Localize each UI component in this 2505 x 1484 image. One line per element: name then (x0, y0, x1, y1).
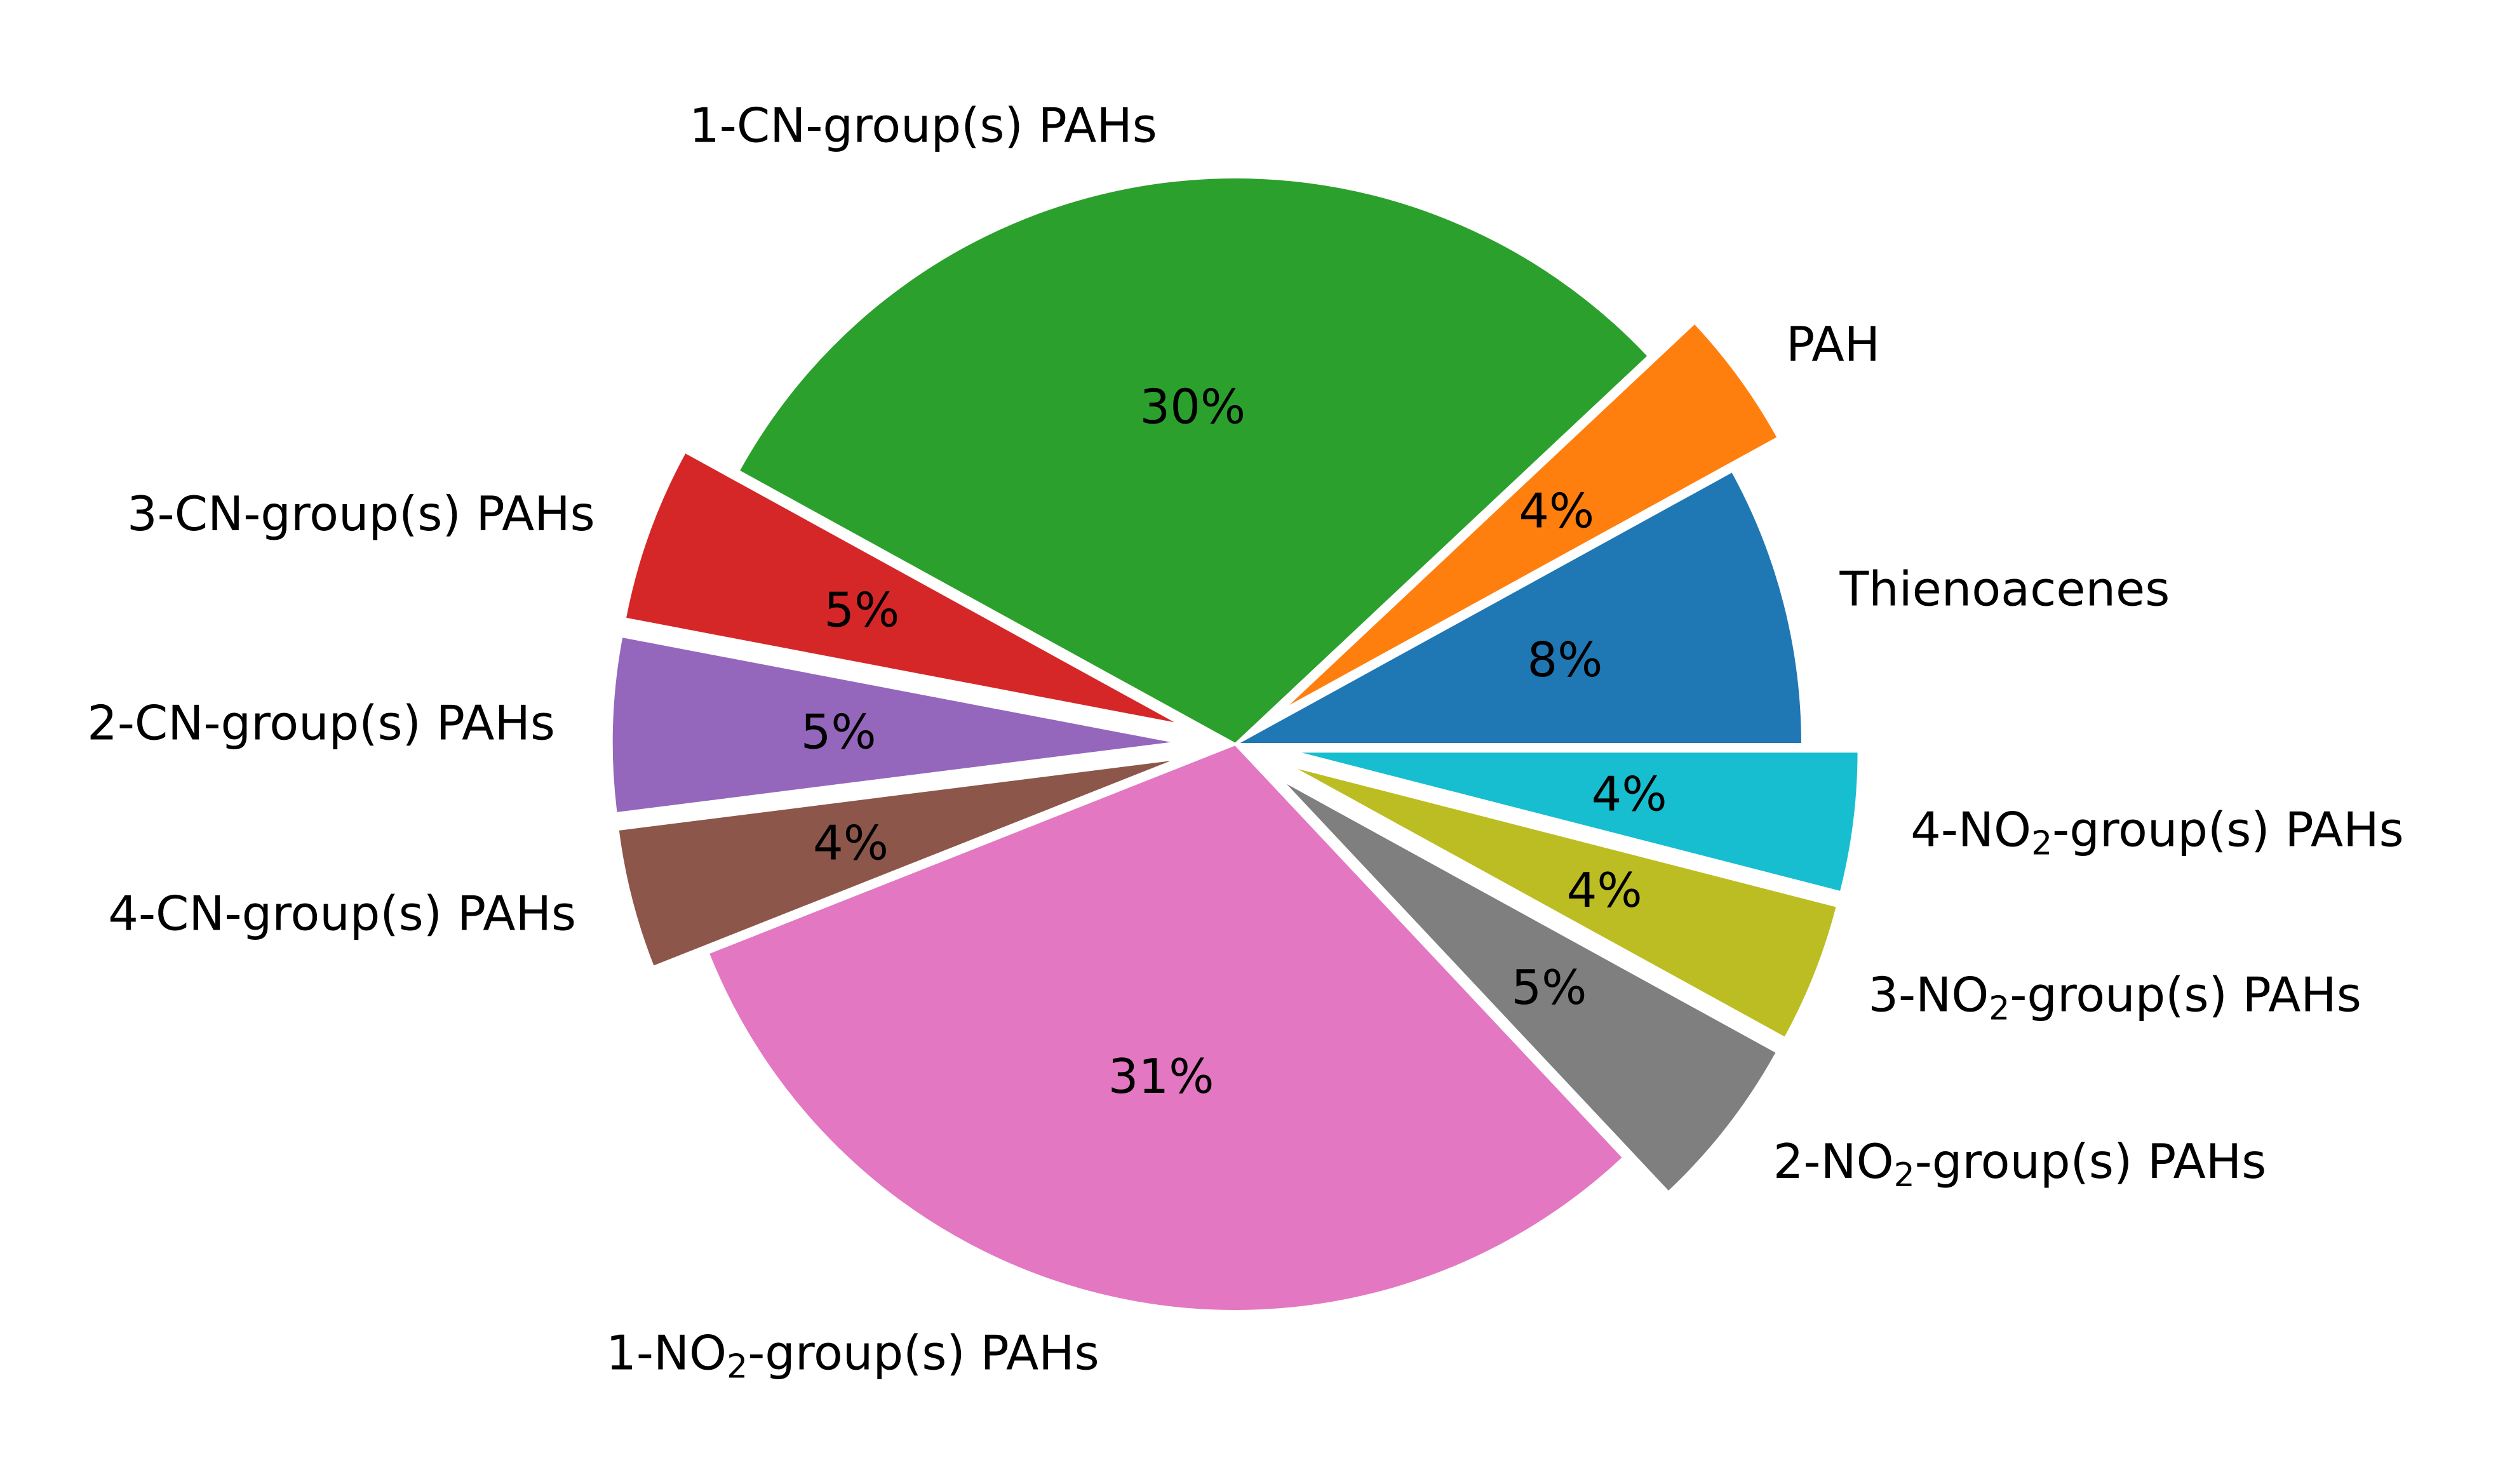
pie-slice-1-cn-group-s-pahs (737, 176, 1650, 745)
pie-slice-thienoacenes (1234, 469, 1804, 745)
category-label-2-cn-group-s-pahs: 2-CN-group(s) PAHs (87, 695, 555, 751)
pct-label-4-no2-group-s-pahs: 4% (1592, 766, 1667, 822)
category-label-thienoacenes: Thienoacenes (1839, 561, 2170, 617)
pct-label-2-cn-group-s-pahs: 5% (801, 704, 876, 759)
pie-slice-4-no2-group-s-pahs (1290, 750, 1860, 894)
category-label-pah: PAH (1786, 316, 1880, 372)
category-label-1-no2-group-s-pahs: 1-NO2-group(s) PAHs (606, 1325, 1099, 1386)
category-label-3-cn-group-s-pahs: 3-CN-group(s) PAHs (127, 486, 595, 542)
percentage-labels: 8% 4% 30% 5% 5% 4% 31% 5% 4% 4% (801, 378, 1667, 1104)
pct-label-thienoacenes: 8% (1527, 632, 1602, 688)
category-label-2-no2-group-s-pahs: 2-NO2-group(s) PAHs (1773, 1133, 2267, 1194)
pct-label-1-no2-group-s-pahs: 31% (1108, 1048, 1214, 1104)
pie-slice-3-no2-group-s-pahs (1287, 763, 1839, 1040)
pct-label-4-cn-group-s-pahs: 4% (813, 815, 889, 871)
pie-slice-1-no2-group-s-pahs (706, 743, 1625, 1313)
pct-label-pah: 4% (1519, 483, 1594, 539)
pct-label-2-no2-group-s-pahs: 5% (1511, 959, 1587, 1015)
pct-label-3-no2-group-s-pahs: 4% (1567, 862, 1642, 918)
pct-label-1-cn-group-s-pahs: 30% (1139, 378, 1246, 434)
category-label-1-cn-group-s-pahs: 1-CN-group(s) PAHs (689, 97, 1157, 153)
category-label-4-cn-group-s-pahs: 4-CN-group(s) PAHs (108, 886, 576, 942)
pie-slice-3-cn-group-s-pahs (623, 450, 1183, 726)
pie-slice-2-no2-group-s-pahs (1279, 777, 1779, 1194)
category-label-4-no2-group-s-pahs: 4-NO2-group(s) PAHs (1911, 801, 2404, 862)
category-label-3-no2-group-s-pahs: 3-NO2-group(s) PAHs (1868, 966, 2361, 1027)
category-labels: Thienoacenes PAH 1-CN-group(s) PAHs 3-CN-gr… (87, 97, 2404, 1386)
pct-label-3-cn-group-s-pahs: 5% (824, 582, 899, 638)
pie-slice-4-cn-group-s-pahs (616, 757, 1182, 968)
pie-slices (610, 176, 1860, 1313)
pie-slice-pah (1280, 321, 1780, 712)
pie-slice-2-cn-group-s-pahs (610, 634, 1180, 815)
